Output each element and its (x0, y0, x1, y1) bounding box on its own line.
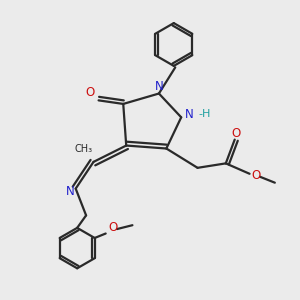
Text: O: O (108, 221, 117, 234)
Text: N: N (66, 185, 75, 198)
Text: O: O (251, 169, 260, 182)
Text: CH₃: CH₃ (74, 144, 92, 154)
Text: N: N (185, 108, 194, 121)
Text: -H: -H (198, 109, 211, 119)
Text: O: O (85, 86, 94, 99)
Text: N: N (154, 80, 163, 94)
Text: O: O (232, 127, 241, 140)
